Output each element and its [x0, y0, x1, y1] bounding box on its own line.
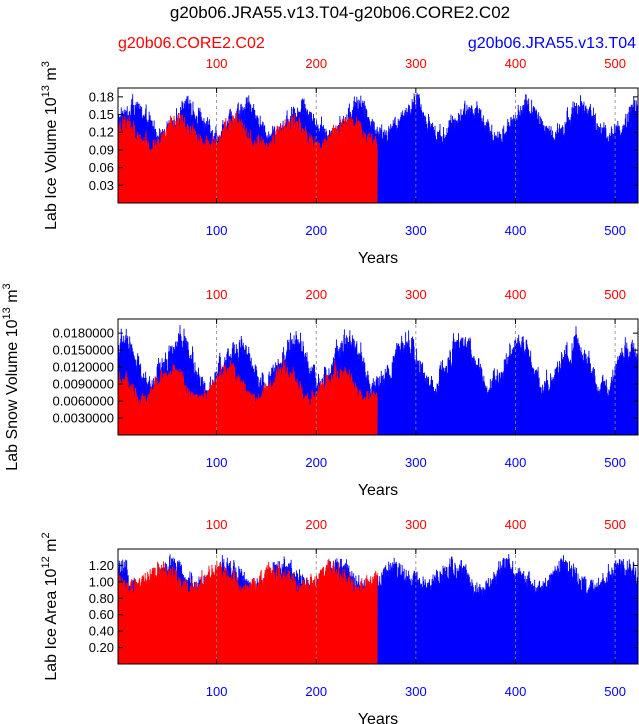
x-tick-label-bottom: 300	[405, 455, 427, 470]
y-tick-label: 0.20	[89, 640, 114, 655]
plot-frame	[117, 318, 639, 436]
plot-area	[118, 554, 638, 664]
x-tick-label-top: 100	[206, 56, 228, 71]
y-axis-label-exponent: 12	[40, 556, 52, 568]
y-axis-label-unit: m	[43, 67, 60, 85]
x-tick-label-top: 100	[206, 517, 228, 532]
x-tick-label-bottom: 300	[405, 684, 427, 699]
x-tick-label-top: 400	[505, 287, 527, 302]
y-tick-label: 0.0030000	[53, 411, 114, 426]
y-axis-label-unit-exponent: 3	[40, 61, 52, 67]
series-line-core2	[118, 558, 378, 664]
y-tick-label: 0.0090000	[53, 377, 114, 392]
y-tick-label: 0.0150000	[53, 343, 114, 358]
y-axis-label-exponent: 13	[1, 307, 13, 319]
y-axis-label-exponent: 13	[40, 85, 52, 97]
y-tick-label: 0.0180000	[53, 326, 114, 341]
y-tick-label: 0.03	[89, 178, 114, 193]
y-axis-label: Lab Ice Volume 1013 m3	[40, 61, 60, 230]
y-tick-label: 0.0120000	[53, 360, 114, 375]
x-axis-label: Years	[358, 711, 398, 724]
legend-jra55: g20b06.JRA55.v13.T04	[468, 35, 636, 52]
y-axis-label-unit-exponent: 2	[40, 532, 52, 538]
x-tick-label-bottom: 400	[505, 223, 527, 238]
y-tick-label: 0.0060000	[53, 394, 114, 409]
x-tick-label-bottom: 200	[305, 455, 327, 470]
y-tick-label: 0.06	[89, 160, 114, 175]
x-tick-label-top: 300	[405, 517, 427, 532]
x-tick-label-top: 200	[305, 287, 327, 302]
series-line-core2	[118, 111, 378, 203]
y-tick-label: 0.09	[89, 142, 114, 157]
y-tick-label: 0.40	[89, 624, 114, 639]
x-tick-label-bottom: 500	[604, 455, 626, 470]
y-axis-label-unit-exponent: 3	[1, 283, 13, 289]
y-tick-label: 1.00	[89, 574, 114, 589]
x-tick-label-top: 100	[206, 287, 228, 302]
chart-panel-ice-area: 0.200.40 0.600.80 1.001.20 100 100 200 200 300 3…	[40, 517, 639, 724]
x-tick-label-bottom: 100	[206, 223, 228, 238]
chart-panel-ice-volume: 0.03 0.06 0.09 0.12 0.15 0.18 100 100 200 200 300 3…	[40, 56, 639, 267]
y-axis-label-text: Lab Snow Volume 10	[4, 319, 21, 470]
y-axis-label-text: Lab Ice Area 10	[43, 568, 60, 680]
y-axis-label-text: Lab Ice Volume 10	[43, 97, 60, 230]
x-tick-label-bottom: 300	[405, 223, 427, 238]
y-tick-label: 0.12	[89, 125, 114, 140]
x-axis-label: Years	[358, 250, 398, 267]
y-axis-label: Lab Snow Volume 1013 m3	[1, 283, 21, 470]
y-tick-label: 0.60	[89, 607, 114, 622]
series-line-core2	[118, 358, 378, 435]
chart-panel-snow-volume: 0.0030000 0.0060000 0.0090000 0.0120000 0.01…	[1, 283, 639, 499]
x-tick-label-bottom: 400	[505, 455, 527, 470]
y-tick-label: 0.80	[89, 591, 114, 606]
plot-frame	[117, 87, 639, 204]
x-tick-label-bottom: 500	[604, 223, 626, 238]
y-axis-label: Lab Ice Area 1012 m2	[40, 532, 60, 680]
plot-frame	[117, 548, 639, 665]
y-tick-label: 0.18	[89, 89, 114, 104]
y-axis-label-unit: m	[43, 539, 60, 557]
plot-area	[118, 325, 638, 435]
x-axis-label: Years	[358, 482, 398, 499]
y-axis-label-unit: m	[4, 289, 21, 307]
x-tick-label-top: 400	[505, 56, 527, 71]
x-tick-label-bottom: 500	[604, 684, 626, 699]
x-tick-label-top: 500	[604, 517, 626, 532]
x-tick-label-top: 200	[305, 517, 327, 532]
x-tick-label-top: 300	[405, 287, 427, 302]
x-tick-label-top: 300	[405, 56, 427, 71]
x-tick-label-top: 400	[505, 517, 527, 532]
x-tick-label-top: 500	[604, 287, 626, 302]
plot-area	[118, 92, 638, 203]
x-tick-label-top: 500	[604, 56, 626, 71]
x-tick-label-top: 200	[305, 56, 327, 71]
y-tick-label: 1.20	[89, 558, 114, 573]
legend-core2: g20b06.CORE2.C02	[118, 35, 265, 52]
x-tick-label-bottom: 100	[206, 684, 228, 699]
x-tick-label-bottom: 200	[305, 223, 327, 238]
x-tick-label-bottom: 200	[305, 684, 327, 699]
x-tick-label-bottom: 100	[206, 455, 228, 470]
figure-title: g20b06.JRA55.v13.T04-g20b06.CORE2.C02	[170, 3, 510, 22]
x-tick-label-bottom: 400	[505, 684, 527, 699]
y-tick-label: 0.15	[89, 107, 114, 122]
